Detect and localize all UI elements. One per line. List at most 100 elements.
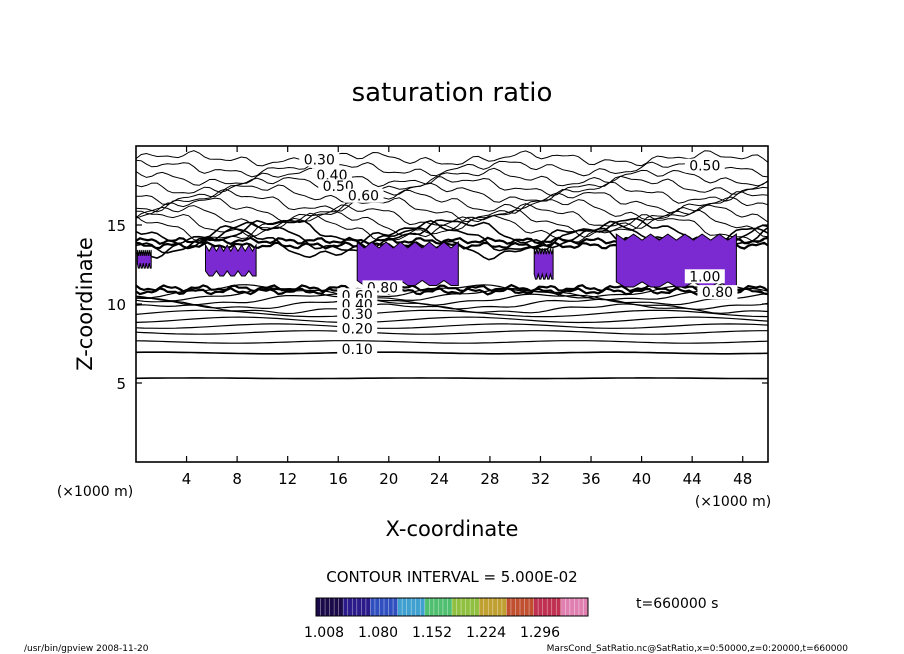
contour-label: 0.60 [348, 189, 379, 205]
contour-label: 0.20 [342, 321, 373, 337]
colorbar-cell [492, 598, 498, 616]
colorbar-cell [565, 598, 571, 616]
colorbar-cell [506, 598, 512, 616]
colorbar-cell [556, 598, 562, 616]
contour-line [135, 316, 769, 324]
colorbar-cell [501, 598, 507, 616]
colorbar-cell [583, 598, 589, 616]
contour-line [135, 351, 769, 355]
x-tick-label: 16 [329, 470, 348, 488]
colorbar-cell [397, 598, 403, 616]
colorbar-cell [402, 598, 408, 616]
x-unit-right: (×1000 m) [695, 494, 771, 510]
supersaturated-region [136, 249, 152, 269]
colorbar-cell [420, 598, 426, 616]
colorbar-cell [574, 598, 580, 616]
x-tick-label: 32 [531, 470, 550, 488]
x-tick-label: 20 [379, 470, 398, 488]
colorbar-cell [479, 598, 485, 616]
contour-label: 1.00 [689, 269, 720, 285]
contour-line-upper [135, 159, 769, 178]
contour-line-upper [135, 196, 769, 223]
colorbar-cell [370, 598, 376, 616]
x-tick-label: 44 [683, 470, 702, 488]
colorbar-cell [374, 598, 380, 616]
colorbar-cell [470, 598, 476, 616]
colorbar-cell [361, 598, 367, 616]
x-unit-left: (×1000 m) [57, 484, 133, 500]
contour-labels: 0.300.400.500.600.500.800.600.400.300.20… [299, 152, 738, 358]
contour-line-cloud-edge [135, 286, 769, 296]
contour-label-bg [299, 152, 340, 167]
colorbar-cell [338, 598, 344, 616]
colorbar-frame [315, 597, 589, 617]
x-tick-label: 36 [581, 470, 600, 488]
contour-line-upper [135, 203, 769, 231]
colorbar-cell [483, 598, 489, 616]
colorbar-cell [497, 598, 503, 616]
contour-line-upper [136, 181, 769, 206]
chart-title: saturation ratio [352, 78, 553, 108]
colorbar-cell [524, 598, 530, 616]
colorbar-cell [442, 598, 448, 616]
colorbar-cell [429, 598, 435, 616]
contour-label: 0.80 [702, 285, 733, 301]
y-tick-label: 5 [116, 375, 126, 393]
contour-line [135, 340, 769, 344]
contour-line [135, 330, 768, 335]
contour-interval: CONTOUR INTERVAL = 5.000E-02 [326, 568, 577, 586]
contour-label-bg [337, 321, 378, 336]
colorbar-label: 1.296 [520, 625, 560, 641]
x-tick-label: 28 [480, 470, 499, 488]
contour-label-bg [343, 188, 384, 203]
colorbar-cell [520, 598, 525, 616]
contour-label: 0.30 [342, 307, 373, 323]
colorbar-cell [533, 598, 539, 616]
colorbar-cell [547, 598, 553, 616]
contour-line [135, 377, 768, 380]
colorbar-cell [515, 598, 521, 616]
supersaturated-region [356, 240, 459, 286]
colorbar-cell [347, 598, 353, 616]
y-tick-label: 10 [107, 296, 126, 314]
x-tick-label: 40 [632, 470, 651, 488]
plot-area: 0.300.400.500.600.500.800.600.400.300.20… [107, 145, 769, 488]
footer-left: /usr/bin/gpview 2008-11-20 [24, 644, 149, 654]
colorbar-cell [474, 598, 480, 616]
colorbar-cell [316, 598, 321, 616]
colorbar-cell [379, 598, 385, 616]
colorbar-cell [488, 598, 494, 616]
x-tick-label: 48 [733, 470, 752, 488]
footer-right: MarsCond_SatRatio.nc@SatRatio,x=0:50000,… [547, 644, 849, 654]
x-tick-label: 12 [278, 470, 297, 488]
x-tick-label: 4 [182, 470, 192, 488]
colorbar-cell [424, 598, 430, 616]
contour-line-upper [135, 150, 769, 167]
colorbar-cell [388, 598, 394, 616]
x-axis-label: X-coordinate [386, 517, 519, 541]
contour-line [135, 287, 769, 302]
contour-label: 0.50 [689, 159, 720, 175]
x-axis-ticks: 4 8 12 16 20 24 28 32 36 40 44 48 [182, 146, 752, 488]
colorbar-cell [465, 598, 471, 616]
time-label: t=660000 s [636, 596, 718, 612]
colorbar-cell [510, 598, 516, 616]
colorbar-cell [365, 598, 371, 616]
colorbar-cell [447, 598, 453, 616]
colorbar-cell [456, 598, 462, 616]
colorbar-cell [406, 598, 412, 616]
colorbar-cell [560, 598, 566, 616]
colorbar-cell [325, 598, 330, 616]
contour-line [135, 292, 769, 306]
supersaturated-region [533, 248, 554, 280]
x-tick-label: 8 [232, 470, 242, 488]
colorbar-cell [438, 598, 444, 616]
colorbar-cell [393, 598, 398, 616]
colorbar-cell [551, 598, 557, 616]
colorbar-label: 1.152 [412, 625, 452, 641]
plot-background [136, 146, 768, 462]
colorbar-cell [384, 598, 389, 616]
colorbar-cell [320, 598, 326, 616]
colorbar-cell [578, 598, 584, 616]
